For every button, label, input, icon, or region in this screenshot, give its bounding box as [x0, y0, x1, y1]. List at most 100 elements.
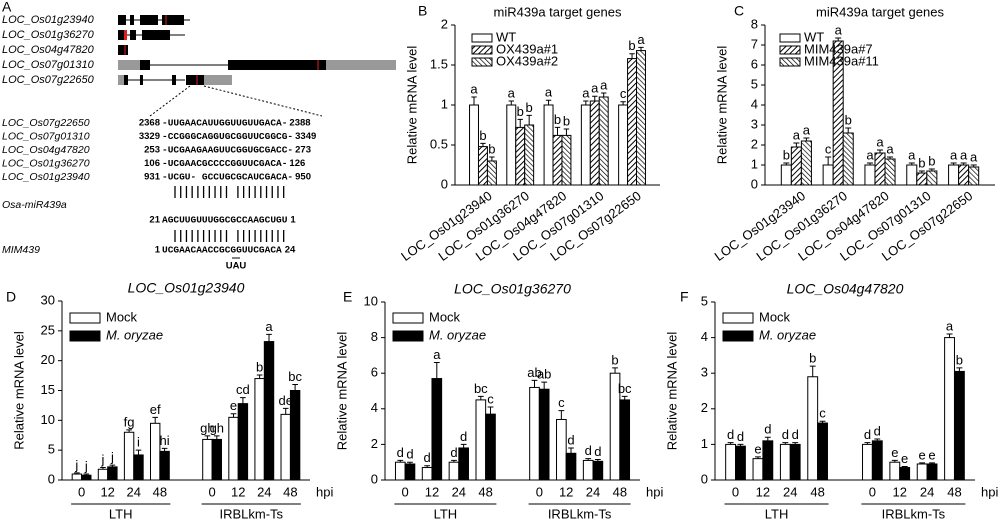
significance-letter: i [137, 435, 140, 450]
x-tick-label: 24 [452, 484, 466, 499]
bar [589, 100, 600, 186]
y-tick-label: 1.5 [430, 56, 448, 71]
x-tick-label: 12 [559, 484, 573, 499]
bar [404, 463, 416, 481]
bar [543, 104, 554, 186]
seq-name: LOC_Os07g01310 [2, 130, 90, 142]
error-bar [526, 114, 532, 125]
bar [565, 452, 577, 481]
y-tick-label: 4 [751, 96, 758, 111]
significance-letter: e [754, 441, 761, 456]
bar [842, 132, 854, 186]
bar [469, 104, 479, 186]
bar [592, 460, 604, 481]
error-bar [126, 429, 132, 433]
error-bar [819, 420, 826, 424]
error-bar [792, 442, 799, 445]
seq-start: 2368 [139, 118, 160, 129]
significance-letter: a [866, 147, 874, 162]
bar [538, 388, 550, 481]
y-tick-label: 3 [701, 365, 708, 380]
bar [202, 438, 213, 481]
bar [789, 443, 801, 481]
bar [817, 422, 828, 481]
significance-letter: c [620, 86, 627, 101]
y-tick-label: 10 [364, 293, 378, 308]
bar [263, 341, 275, 481]
error-bar [601, 92, 607, 97]
x-axis-label: hpi [646, 484, 663, 499]
significance-letter: a [946, 318, 954, 333]
error-bar [950, 162, 957, 165]
error-bar [517, 118, 523, 128]
significance-letter: j [84, 458, 88, 473]
error-bar [755, 456, 761, 459]
error-bar [929, 462, 935, 464]
bar [790, 146, 802, 186]
error-bar [928, 168, 935, 171]
legend-swatch [471, 33, 493, 43]
significance-letter: fg [124, 414, 135, 429]
panel-label: E [343, 289, 352, 305]
seq-name: LOC_Os01g36270 [2, 157, 90, 169]
legend-label: M. oryzae [106, 327, 163, 342]
x-tick-label: 24 [920, 484, 934, 499]
y-tick-label: 25 [41, 322, 55, 337]
bar [254, 378, 265, 481]
error-bar [397, 459, 404, 463]
significance-letter: a [886, 141, 894, 156]
bar [475, 399, 487, 481]
bar [958, 164, 970, 186]
bar [552, 134, 563, 186]
significance-letter: d [460, 429, 467, 444]
significance-letter: bc [288, 369, 302, 384]
seq-name: Osa-miR439a [2, 199, 67, 211]
seq-end: 2388 [289, 118, 310, 129]
bar [762, 440, 774, 481]
bar [561, 134, 572, 186]
x-tick-label: 0 [208, 484, 215, 499]
seq-end: 126 [289, 158, 305, 169]
group-label: LTH [765, 506, 789, 521]
y-axis-label: Relative mRNA level [714, 46, 729, 165]
y-tick-label: 5 [48, 442, 55, 457]
significance-letter: b [809, 351, 816, 366]
bar [862, 443, 873, 481]
error-bar [594, 459, 601, 462]
significance-letter: e [928, 447, 935, 462]
significance-letter: a [970, 149, 978, 164]
x-tick-label: 12 [100, 484, 114, 499]
significance-letter: d [727, 427, 734, 442]
error-bar [620, 101, 626, 105]
significance-letter: gh [200, 420, 214, 435]
error-bar [918, 170, 925, 173]
significance-letter: bc [474, 381, 488, 396]
error-bar [563, 128, 570, 136]
significance-letter: d [450, 445, 457, 460]
error-bar [74, 472, 80, 475]
significance-letter: a [637, 32, 645, 47]
significance-letter: b [517, 104, 524, 119]
bar [948, 164, 960, 186]
legend-swatch [779, 33, 801, 43]
bar [524, 124, 535, 186]
y-tick-label: 8 [751, 16, 758, 31]
bar [486, 160, 497, 186]
y-tick-label: 2 [441, 16, 448, 31]
panel-label: A [2, 0, 12, 15]
y-tick-label: 0 [48, 471, 55, 486]
x-tick-label: 24 [783, 484, 797, 499]
x-tick-label: 12 [231, 484, 245, 499]
error-bar [460, 443, 467, 448]
sequence: UCGAACAACCGCGGUUCGACA [162, 245, 282, 256]
y-axis-label: Relative mRNA level [664, 332, 679, 451]
bar [107, 466, 118, 481]
error-bar [793, 142, 800, 147]
bar [228, 416, 239, 481]
alignment: LOC_Os07g22650 2368 -UUGAACAUUGGUUGUUGACA-… [2, 117, 316, 272]
seq-start: 3329 [139, 131, 160, 142]
group-label: IRBLkm-Ts [219, 506, 283, 521]
